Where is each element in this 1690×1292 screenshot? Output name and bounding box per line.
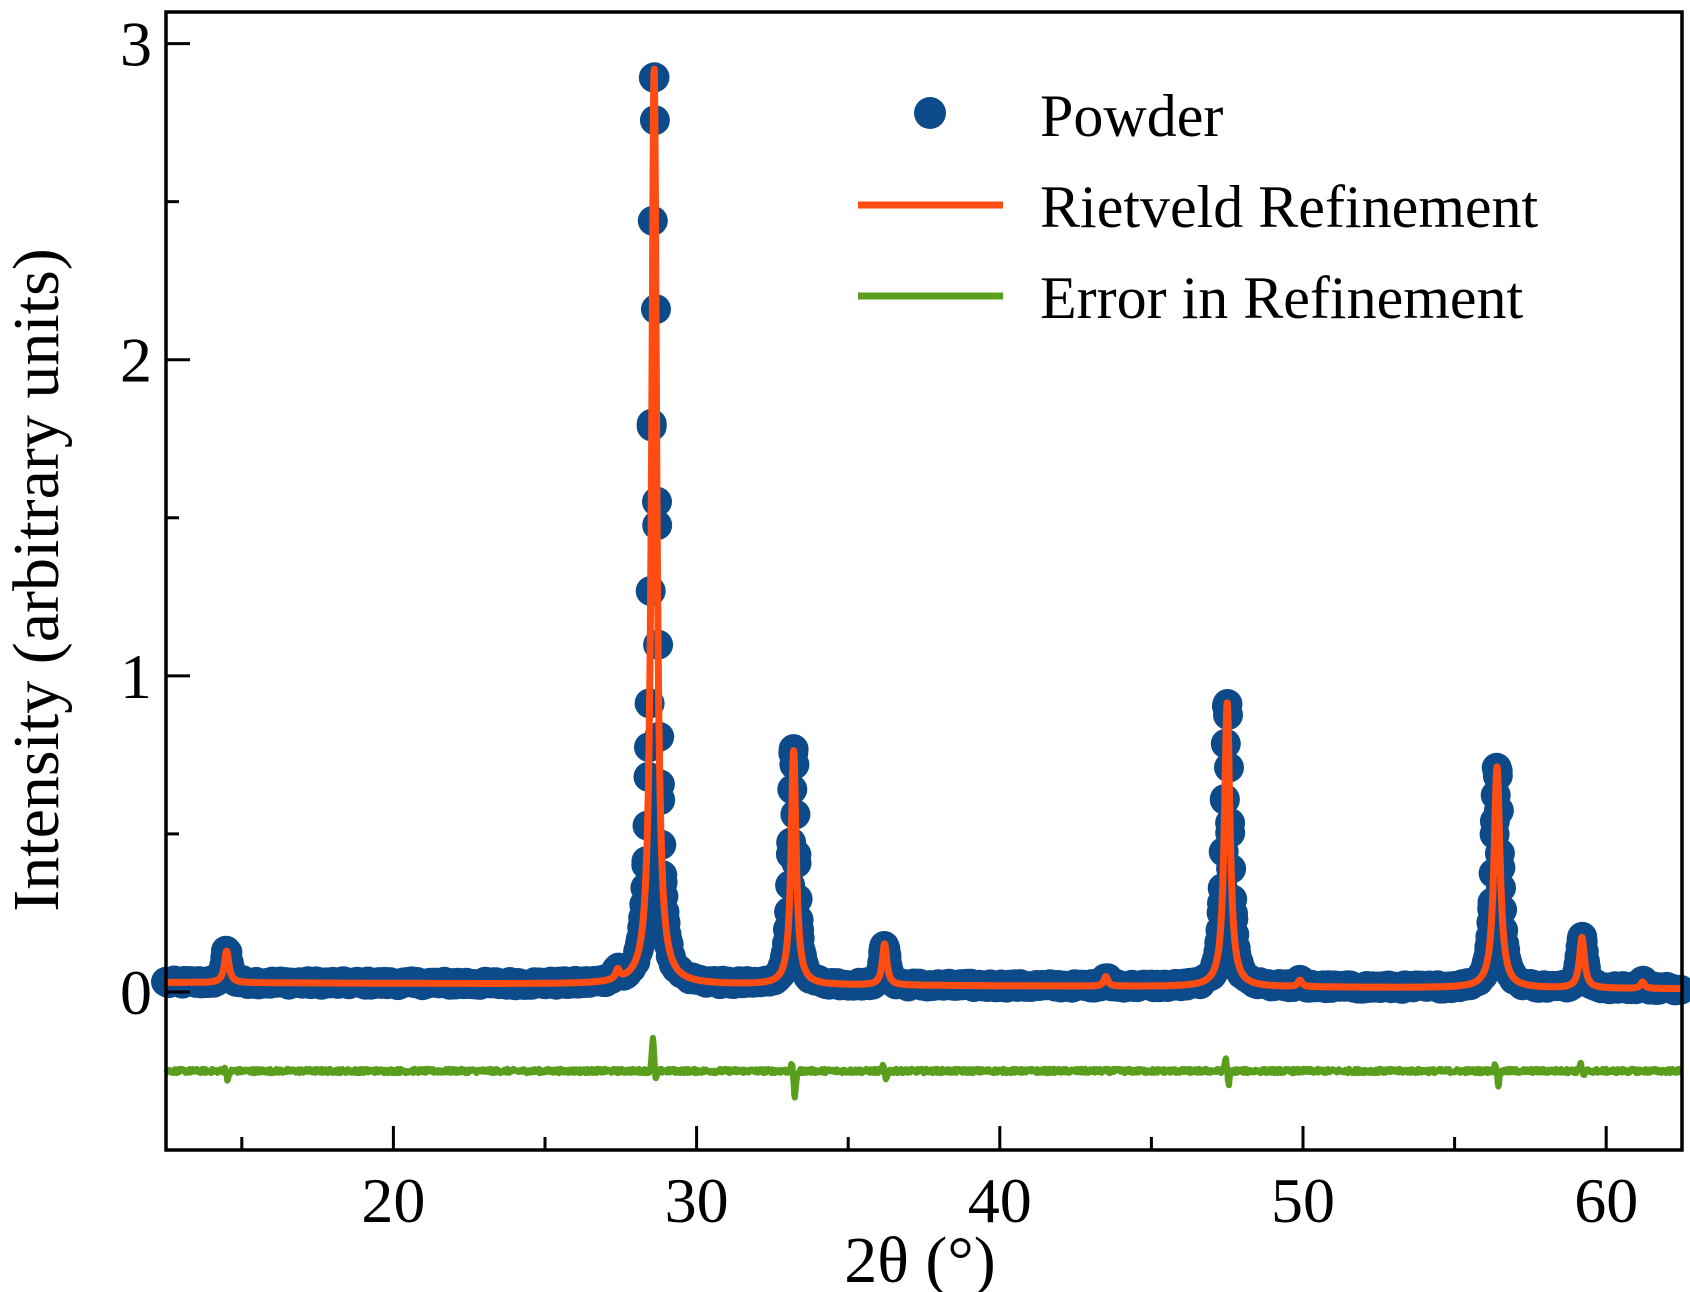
y-tick-label: 2 <box>120 325 152 396</box>
x-axis-title: 2θ (°) <box>844 1224 995 1292</box>
x-tick-label: 50 <box>1271 1165 1335 1236</box>
x-tick-label: 60 <box>1574 1165 1638 1236</box>
legend-label-powder: Powder <box>1040 83 1223 149</box>
plot-frame <box>164 10 1684 1152</box>
legend-marker-powder <box>914 97 946 129</box>
series-rietveld-line <box>162 65 1685 993</box>
y-tick-label: 0 <box>120 957 152 1028</box>
tick-labels: 20 30 40 50 60 0 1 2 3 <box>120 9 1638 1236</box>
y-tick-label: 1 <box>120 641 152 712</box>
legend-label-rietveld: Rietveld Refinement <box>1040 174 1539 240</box>
x-tick-label: 30 <box>665 1165 729 1236</box>
axis-ticks <box>166 42 1608 1150</box>
y-axis-title: Intensity (arbitrary units) <box>0 248 73 911</box>
y-tick-label: 3 <box>120 9 152 80</box>
x-tick-label: 20 <box>361 1165 425 1236</box>
legend: Powder Rietveld Refinement Error in Refi… <box>858 83 1539 331</box>
legend-label-error: Error in Refinement <box>1040 265 1523 331</box>
x-tick-label: 40 <box>968 1165 1032 1236</box>
plot-data <box>151 62 1690 1101</box>
series-error-line <box>163 1034 1685 1101</box>
